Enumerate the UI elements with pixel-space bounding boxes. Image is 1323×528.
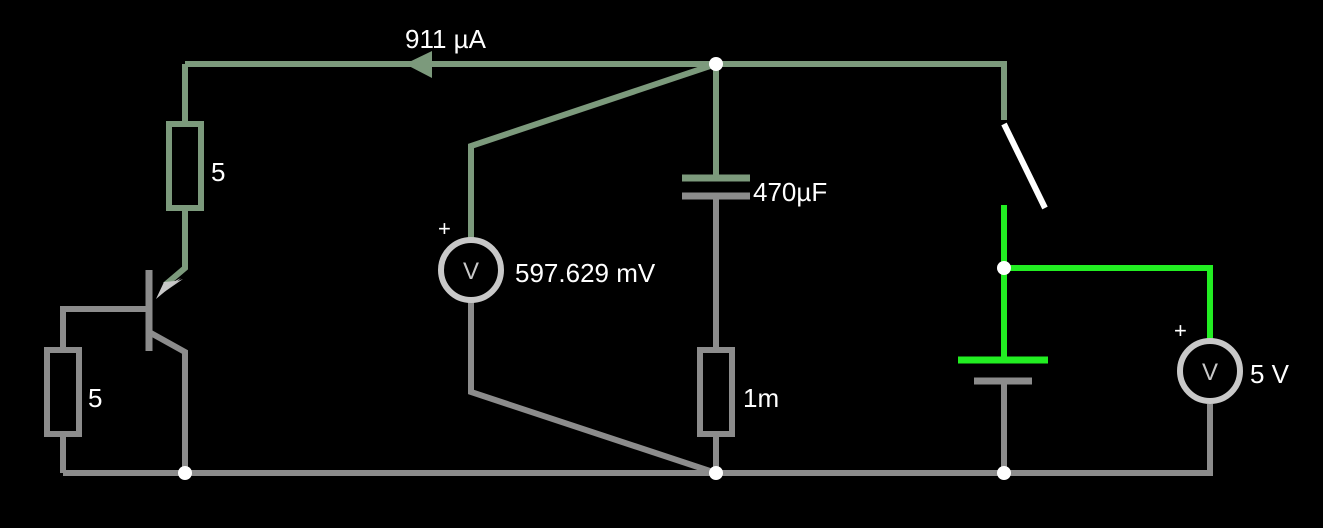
current-arrow-icon bbox=[405, 51, 432, 78]
resistor-series-value: 1m bbox=[743, 383, 779, 413]
switch-blade[interactable] bbox=[1001, 122, 1048, 210]
current-reading: 911 µA bbox=[405, 24, 487, 54]
junction-nodes bbox=[178, 57, 1011, 480]
voltmeter-left-plus: + bbox=[438, 216, 451, 241]
voltmeter-left-reading: 597.629 mV bbox=[515, 258, 656, 288]
node-top-center[interactable] bbox=[709, 57, 723, 71]
left-branch-upper-wire[interactable] bbox=[163, 64, 188, 288]
bottom-rail[interactable] bbox=[63, 404, 1213, 476]
resistor-top-value: 5 bbox=[211, 157, 225, 187]
resistor-top[interactable] bbox=[166, 121, 204, 211]
resistor-series[interactable] bbox=[697, 347, 735, 437]
voltmeter-left[interactable]: V bbox=[438, 237, 504, 303]
voltmeter-right[interactable]: V bbox=[1177, 338, 1243, 404]
voltmeter-right-letter: V bbox=[1202, 359, 1218, 386]
top-rail[interactable] bbox=[185, 61, 1007, 120]
node-battery-top[interactable] bbox=[997, 261, 1011, 275]
voltmeter-right-plus: + bbox=[1174, 318, 1187, 343]
capacitor[interactable] bbox=[682, 174, 750, 200]
voltmeter-left-letter: V bbox=[463, 258, 479, 285]
transistor[interactable] bbox=[145, 270, 188, 473]
capacitor-value: 470µF bbox=[753, 177, 827, 207]
resistor-base[interactable] bbox=[44, 347, 82, 437]
resistor-base-value: 5 bbox=[88, 383, 102, 413]
node-bottom-right[interactable] bbox=[997, 466, 1011, 480]
node-bottom-left[interactable] bbox=[178, 466, 192, 480]
battery[interactable] bbox=[958, 356, 1048, 385]
battery-high-wiring[interactable] bbox=[1001, 205, 1213, 359]
voltmeter-right-reading: 5 V bbox=[1250, 359, 1290, 389]
voltmeter-left-wiring[interactable] bbox=[468, 61, 717, 476]
node-bottom-center[interactable] bbox=[709, 466, 723, 480]
base-wiring[interactable] bbox=[60, 306, 149, 473]
